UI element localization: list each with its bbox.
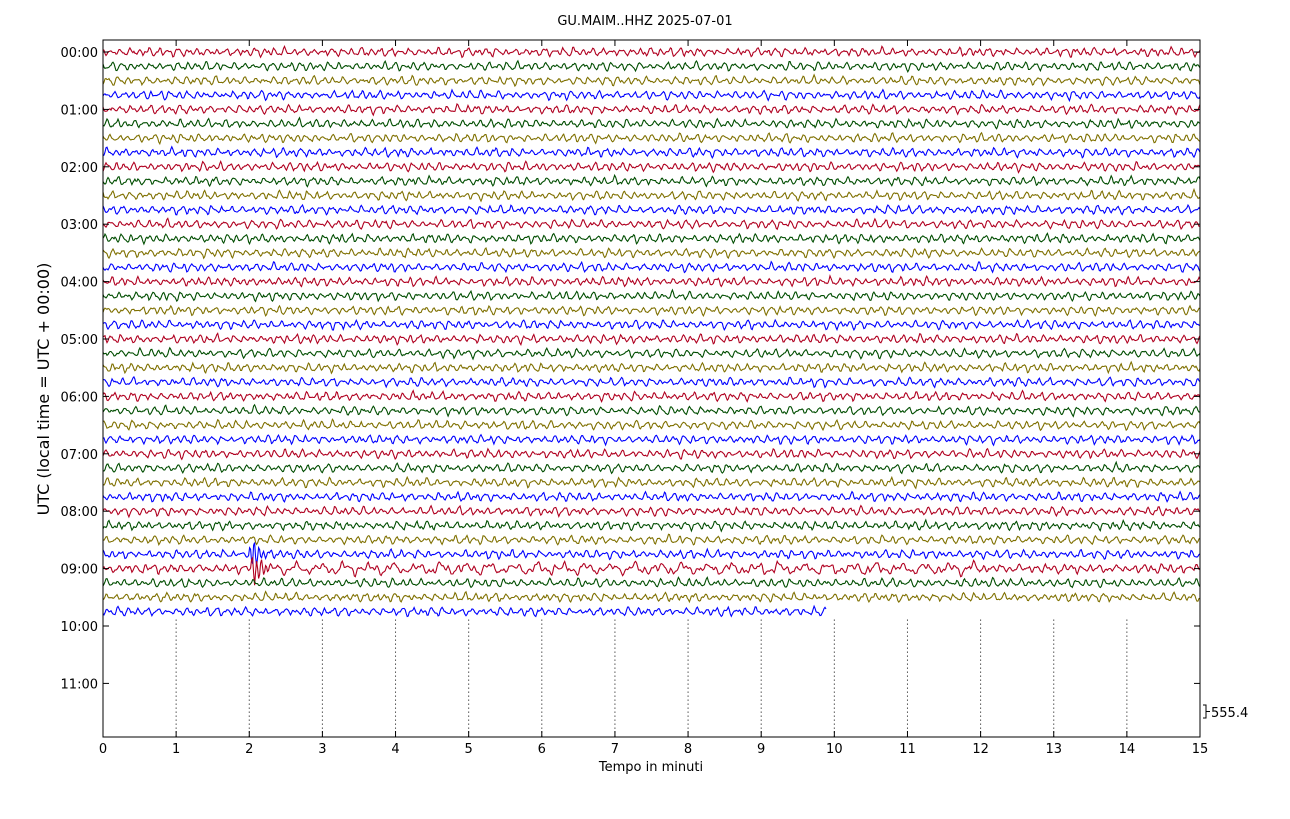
seismic-trace-00:30: [102, 73, 1201, 88]
seismic-trace-01:30: [102, 131, 1201, 146]
seismic-trace-07:45: [102, 490, 1201, 503]
x-axis-label: Tempo in minuti: [598, 760, 703, 775]
grid-lines: [175, 619, 1128, 737]
y-tick-label: 04:00: [61, 276, 98, 291]
seismic-trace-09:45: [102, 604, 827, 618]
y-tick-label: 05:00: [61, 333, 98, 348]
y-tick-label: 06:00: [61, 390, 98, 405]
seismic-trace-09:30: [102, 590, 1201, 604]
seismic-trace-07:30: [102, 475, 1201, 490]
seismic-trace-04:15: [102, 288, 1201, 303]
seismic-trace-02:45: [102, 203, 1201, 216]
y-axis-label: UTC (local time = UTC + 00:00): [34, 263, 53, 516]
seismic-trace-03:45: [102, 260, 1201, 274]
x-tick-label: 2: [245, 742, 253, 757]
x-tick-label: 3: [318, 742, 326, 757]
x-tick-label: 5: [465, 742, 473, 757]
seismic-trace-01:15: [102, 116, 1201, 130]
y-tick-label: 03:00: [61, 218, 98, 233]
seismic-trace-03:30: [102, 246, 1201, 260]
y-axis-ticks: 00:00 01:00 02:00 03:00 04:00 05:00 06:00 07:00…: [61, 46, 1200, 692]
seismic-trace-04:45: [102, 318, 1200, 332]
y-tick-label: 07:00: [61, 448, 98, 463]
seismic-trace-00:15: [102, 59, 1201, 74]
seismic-trace-01:45: [102, 145, 1201, 159]
seismic-trace-02:15: [102, 173, 1201, 188]
seismic-trace-09:00: [102, 555, 1201, 586]
seismic-trace-03:15: [102, 232, 1201, 246]
seismic-trace-08:15: [102, 518, 1201, 533]
seismic-trace-04:00: [102, 274, 1201, 288]
x-tick-label: 1: [172, 742, 180, 757]
chart-title: GU.MAIM..HHZ 2025-07-01: [557, 14, 732, 29]
seismic-trace-03:00: [102, 217, 1201, 231]
seismic-trace-08:30: [102, 533, 1201, 547]
y-tick-label: 01:00: [61, 103, 98, 118]
seismic-trace-00:00: [102, 44, 1201, 59]
seismic-trace-08:00: [102, 504, 1201, 519]
amplitude-scale-bar: 555.4: [1203, 704, 1248, 721]
seismic-trace-05:45: [102, 375, 1201, 389]
x-tick-label: 12: [972, 742, 989, 757]
x-tick-label: 0: [99, 742, 107, 757]
seismic-trace-06:15: [102, 403, 1201, 418]
seismic-trace-06:00: [102, 389, 1201, 403]
x-axis-ticks: 0 1 2 3 4 5 6 7 8 9 10 11 12 13 14 15: [99, 40, 1208, 757]
seismic-trace-04:30: [102, 304, 1201, 317]
x-tick-label: 7: [611, 742, 619, 757]
seismic-trace-05:30: [102, 360, 1201, 375]
seismic-trace-01:00: [102, 103, 1201, 117]
seismic-trace-05:00: [102, 332, 1201, 347]
x-tick-label: 15: [1192, 742, 1209, 757]
y-tick-label: 00:00: [61, 46, 98, 61]
seismic-trace-06:30: [102, 418, 1201, 432]
seismic-trace-02:30: [102, 187, 1201, 203]
y-tick-label: 10:00: [61, 620, 98, 635]
x-tick-label: 6: [538, 742, 546, 757]
plot-frame: [102, 39, 1201, 738]
y-tick-label: 09:00: [61, 563, 98, 578]
seismic-trace-07:15: [102, 460, 1201, 475]
seismic-trace-02:00: [102, 160, 1201, 174]
x-tick-label: 4: [391, 742, 399, 757]
x-tick-label: 10: [826, 742, 843, 757]
seismic-trace-05:15: [102, 346, 1201, 361]
seismic-trace-08:45: [102, 542, 1201, 566]
seismic-trace-07:00: [102, 447, 1201, 461]
x-tick-label: 14: [1119, 742, 1136, 757]
scale-label: 555.4: [1211, 706, 1248, 721]
x-tick-label: 13: [1045, 742, 1062, 757]
seismic-trace-00:45: [102, 88, 1201, 103]
y-tick-label: 11:00: [61, 677, 98, 692]
seismic-trace-09:15: [102, 576, 1201, 589]
x-tick-label: 9: [757, 742, 765, 757]
x-tick-label: 11: [899, 742, 916, 757]
y-tick-label: 08:00: [61, 505, 98, 520]
seismic-traces: [102, 44, 1201, 618]
seismic-trace-06:45: [103, 433, 1201, 447]
x-tick-label: 8: [684, 742, 692, 757]
y-tick-label: 02:00: [61, 161, 98, 176]
